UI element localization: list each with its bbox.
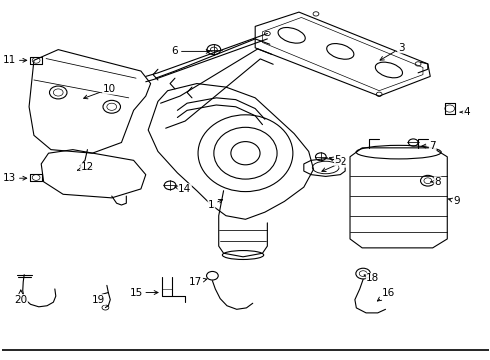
Text: 11: 11 [3,55,27,65]
Text: 7: 7 [422,141,436,151]
Text: 4: 4 [460,107,470,117]
Text: 9: 9 [448,197,460,206]
Text: 17: 17 [189,277,207,287]
Text: 15: 15 [129,288,158,297]
Text: 12: 12 [77,162,94,172]
Text: 2: 2 [322,157,346,171]
Text: 1: 1 [208,199,222,210]
Text: 16: 16 [377,288,395,301]
Text: 8: 8 [431,177,441,187]
Text: 14: 14 [175,184,191,194]
Text: 13: 13 [3,173,27,183]
Text: 20: 20 [14,290,27,305]
Text: 10: 10 [84,84,116,99]
Text: 19: 19 [92,295,105,305]
Text: 5: 5 [329,156,341,165]
Text: 3: 3 [380,43,404,60]
Text: 18: 18 [364,273,379,283]
Text: 6: 6 [172,46,210,57]
